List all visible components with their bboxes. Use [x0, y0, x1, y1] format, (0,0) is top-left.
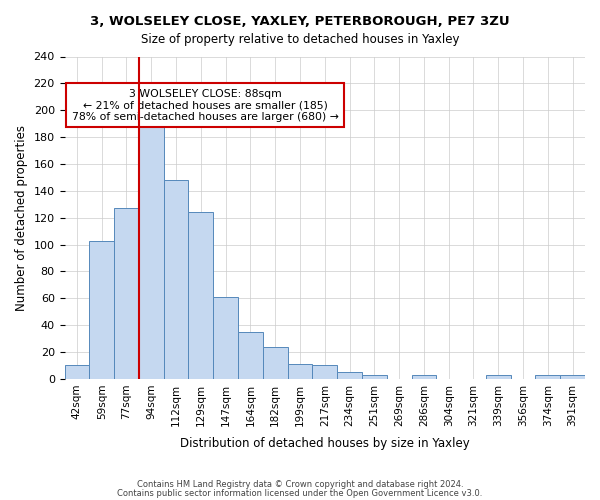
- Text: Size of property relative to detached houses in Yaxley: Size of property relative to detached ho…: [141, 32, 459, 46]
- Text: Contains HM Land Registry data © Crown copyright and database right 2024.: Contains HM Land Registry data © Crown c…: [137, 480, 463, 489]
- Bar: [139, 112, 164, 379]
- Bar: [65, 366, 89, 379]
- Y-axis label: Number of detached properties: Number of detached properties: [15, 124, 28, 310]
- Bar: [238, 332, 263, 379]
- Bar: [560, 375, 585, 379]
- Bar: [362, 375, 387, 379]
- Bar: [114, 208, 139, 379]
- Bar: [313, 366, 337, 379]
- Bar: [164, 180, 188, 379]
- Bar: [213, 297, 238, 379]
- Bar: [412, 375, 436, 379]
- Bar: [263, 346, 287, 379]
- Text: Contains public sector information licensed under the Open Government Licence v3: Contains public sector information licen…: [118, 489, 482, 498]
- Bar: [89, 240, 114, 379]
- Text: 3, WOLSELEY CLOSE, YAXLEY, PETERBOROUGH, PE7 3ZU: 3, WOLSELEY CLOSE, YAXLEY, PETERBOROUGH,…: [90, 15, 510, 28]
- Bar: [486, 375, 511, 379]
- X-axis label: Distribution of detached houses by size in Yaxley: Distribution of detached houses by size …: [180, 437, 470, 450]
- Bar: [337, 372, 362, 379]
- Bar: [188, 212, 213, 379]
- Text: 3 WOLSELEY CLOSE: 88sqm
← 21% of detached houses are smaller (185)
78% of semi-d: 3 WOLSELEY CLOSE: 88sqm ← 21% of detache…: [71, 88, 338, 122]
- Bar: [535, 375, 560, 379]
- Bar: [287, 364, 313, 379]
